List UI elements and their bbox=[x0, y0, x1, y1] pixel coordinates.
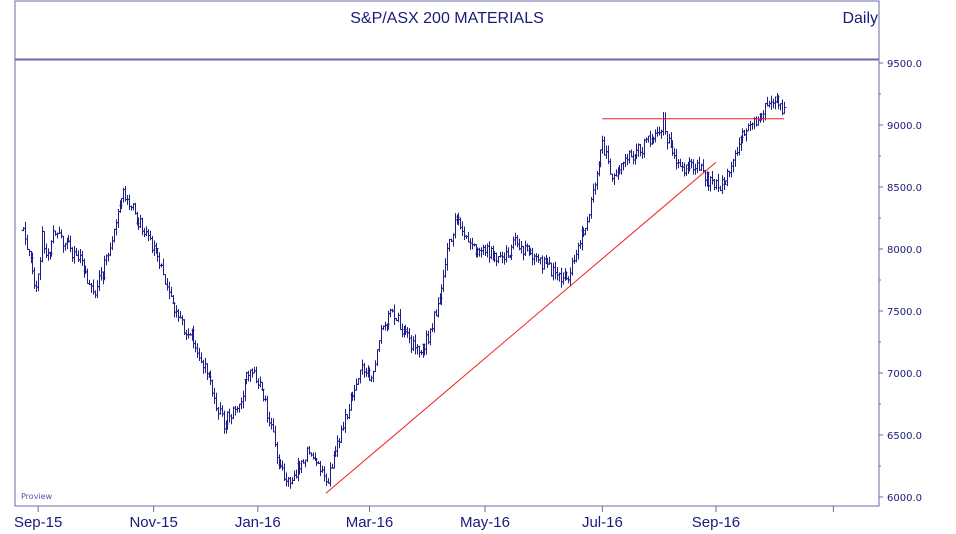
x-tick-label: May-16 bbox=[460, 514, 510, 531]
y-tick-label: 6000.0 bbox=[887, 493, 922, 504]
x-tick-label: Jan-16 bbox=[235, 514, 281, 531]
watermark: Proview bbox=[21, 492, 53, 501]
trendlines bbox=[325, 118, 785, 494]
x-tick-label: Nov-15 bbox=[129, 514, 177, 531]
trendline bbox=[325, 161, 717, 494]
ohlc-bars bbox=[21, 93, 787, 489]
x-tick-label: Mar-16 bbox=[346, 514, 394, 531]
y-tick-label: 7000.0 bbox=[887, 369, 922, 380]
x-tick-label: Sep-16 bbox=[692, 514, 740, 531]
y-tick-label: 7500.0 bbox=[887, 307, 922, 318]
x-tick-label: Jul-16 bbox=[582, 514, 623, 531]
period-label: Daily bbox=[842, 10, 878, 27]
y-tick-label: 9000.0 bbox=[887, 121, 922, 132]
ohlc-bar bbox=[782, 101, 787, 114]
y-tick-label: 6500.0 bbox=[887, 431, 922, 442]
title-panel bbox=[14, 0, 880, 60]
y-axis: 6000.0 6500.0 7000.0 7500.0 8000.0 8500.0 9000… bbox=[879, 59, 922, 504]
chart-title: S&P/ASX 200 MATERIALS bbox=[350, 10, 544, 27]
y-tick-label: 9500.0 bbox=[887, 59, 922, 70]
x-tick-label: Sep-15 bbox=[14, 514, 62, 531]
x-axis: Sep-15 Nov-15 Jan-16 Mar-16 May-16 Jul-16 Sep-… bbox=[14, 506, 834, 531]
y-tick-label: 8500.0 bbox=[887, 183, 922, 194]
plot-area bbox=[14, 59, 880, 507]
y-tick-label: 8000.0 bbox=[887, 245, 922, 256]
